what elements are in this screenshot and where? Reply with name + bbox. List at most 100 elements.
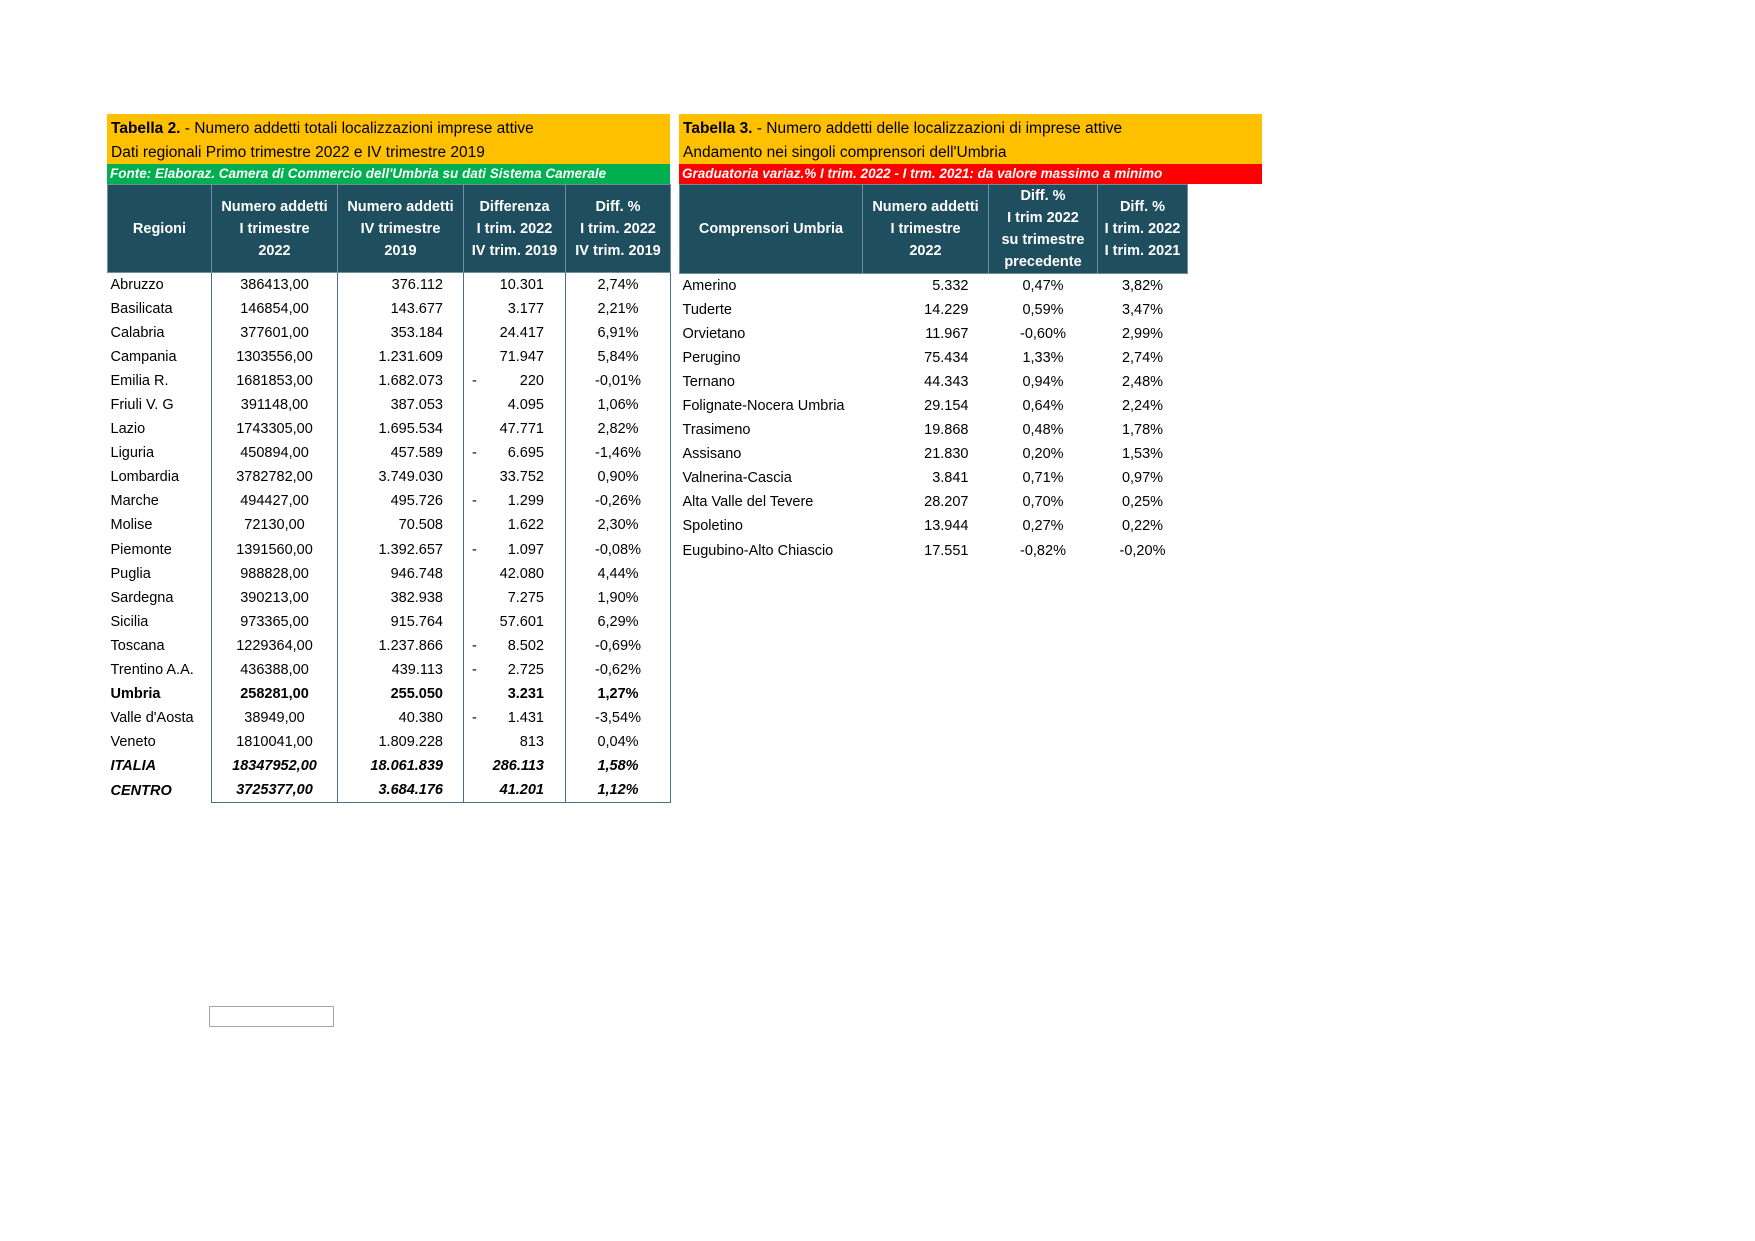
addetti-2019-cell: 1.392.657 [337, 537, 464, 562]
difference-cell: 42.080 [463, 561, 566, 586]
addetti-2019-cell: 1.231.609 [337, 344, 464, 369]
region-cell: Lombardia [107, 465, 212, 490]
difference-wrap: 57.601 [468, 614, 561, 630]
addetti-2019-cell: 255.050 [337, 682, 464, 707]
addetti-2019-cell: 495.726 [337, 489, 464, 514]
diff-percent-cell: -0,69% [565, 633, 671, 658]
addetti-2019-cell: 3.684.176 [337, 778, 464, 804]
table3-title-bold: Tabella 3. [683, 120, 753, 137]
table2-header-line: I trim. 2022 [580, 220, 656, 237]
table2-header-3: Differenza I trim. 2022 IV trim. 2019 [463, 184, 566, 273]
addetti-2022-cell: 38949,00 [211, 706, 338, 731]
table-row: Friuli V. G 391148,00 387.053 4.095 1,06% [107, 392, 671, 418]
difference-wrap: 1.622 [468, 517, 561, 533]
table2-header-line: IV trim. 2019 [471, 242, 558, 259]
comprensorio-cell: Ternano [682, 373, 735, 390]
difference-cell: 71.947 [463, 344, 566, 369]
region-cell: Umbria [107, 682, 212, 707]
difference-value: 42.080 [499, 565, 544, 582]
table2-title: Tabella 2. - Numero addetti totali local… [107, 114, 670, 142]
comprensorio-cell: Alta Valle del Tevere [682, 494, 814, 511]
difference-cell: - 1.299 [463, 489, 566, 514]
diff-percent-cell: -0,08% [565, 537, 671, 562]
diff-yoy-cell: 0,22% [1121, 518, 1164, 535]
difference-value: 33.752 [499, 469, 544, 486]
difference-wrap: - 8.502 [468, 638, 561, 654]
region-cell: Veneto [107, 730, 212, 755]
table2-header-line: IV trimestre [360, 220, 441, 237]
difference-cell: 3.177 [463, 296, 566, 321]
table-row: Veneto 1810041,00 1.809.228 813 0,04% [107, 730, 671, 755]
difference-wrap: - 2.725 [468, 662, 561, 678]
diff-percent-cell: 1,27% [565, 682, 671, 707]
addetti-2019-cell: 18.061.839 [337, 754, 464, 779]
diff-qoq-cell: -0,60% [1020, 325, 1066, 342]
table-row: Perugino 75.434 1,33% 2,74% [680, 346, 1188, 370]
difference-sign: - [472, 372, 477, 389]
addetti-2019-cell: 40.380 [337, 706, 464, 731]
table-row: ITALIA 18347952,00 18.061.839 286.113 1,58% [107, 754, 671, 779]
diff-yoy-cell: 3,82% [1121, 277, 1164, 294]
difference-wrap: 33.752 [468, 469, 561, 485]
table-row: Basilicata 146854,00 143.677 3.177 2,21% [107, 296, 671, 321]
region-cell: Emilia R. [107, 368, 212, 393]
diff-percent-cell: 2,21% [565, 296, 671, 321]
table3-header-line: I trim 2022 [1007, 210, 1079, 226]
diff-yoy-cell: 1,53% [1121, 446, 1164, 463]
table-row: Orvietano 11.967 -0,60% 2,99% [680, 322, 1188, 346]
region-cell: Calabria [107, 320, 212, 345]
table3: Comprensori Umbria Numero addetti I trimes… [679, 184, 1188, 563]
table2-header-2: Numero addetti IV trimestre 2019 [337, 184, 464, 273]
difference-sign: - [472, 662, 477, 679]
diff-yoy-cell: -0,20% [1119, 542, 1166, 559]
table2-header-line: Regioni [132, 220, 187, 237]
table2-subtitle: Dati regionali Primo trimestre 2022 e IV… [107, 142, 670, 164]
difference-value: 41.201 [499, 782, 544, 799]
difference-value: 1.097 [507, 541, 544, 558]
difference-value: 71.947 [499, 348, 544, 365]
table-row: Tuderte 14.229 0,59% 3,47% [680, 298, 1188, 322]
diff-percent-cell: 4,44% [565, 561, 671, 586]
diff-yoy-cell: 0,97% [1121, 470, 1164, 487]
table-row: Lazio 1743305,00 1.695.534 47.771 2,82% [107, 417, 671, 442]
table2-header-line: I trim. 2022 [476, 220, 553, 237]
addetti-2019-cell: 70.508 [337, 513, 464, 538]
addetti-2022-cell: 18347952,00 [211, 754, 338, 779]
table3-header-1: Numero addetti I trimestre 2022 [862, 184, 989, 274]
addetti-2022-cell: 988828,00 [211, 561, 338, 586]
table3-title-text: - Numero addetti delle localizzazioni di… [752, 120, 1123, 137]
table-row: Alta Valle del Tevere 28.207 0,70% 0,25% [680, 490, 1188, 514]
difference-value: 24.417 [499, 324, 544, 341]
comprensorio-cell: Assisano [682, 446, 742, 463]
addetti-cell: 21.830 [924, 446, 969, 463]
region-cell: Campania [107, 344, 212, 369]
region-cell: Sicilia [107, 609, 212, 634]
diff-percent-cell: 0,04% [565, 730, 671, 755]
table3-subtitle: Andamento nei singoli comprensori dell'U… [679, 142, 1262, 164]
addetti-2022-cell: 390213,00 [211, 585, 338, 610]
diff-percent-cell: 2,74% [565, 272, 671, 297]
comprensorio-cell: Trasimeno [682, 422, 751, 439]
difference-wrap: - 220 [468, 373, 561, 389]
diff-percent-cell: 1,12% [565, 778, 671, 804]
table2: Regioni Numero addetti I trimestre 2022 Nume… [107, 184, 671, 804]
addetti-2022-cell: 1810041,00 [211, 730, 338, 755]
diff-qoq-cell: 0,94% [1022, 373, 1064, 390]
comprensorio-cell: Orvietano [682, 325, 746, 342]
table-row: Valle d'Aosta 38949,00 40.380- 1.431 -3,54% [107, 706, 671, 731]
diff-qoq-cell: 0,71% [1022, 470, 1064, 487]
comprensorio-cell: Amerino [682, 277, 737, 294]
difference-value: 10.301 [499, 276, 544, 293]
addetti-cell: 75.434 [924, 349, 969, 366]
region-cell: CENTRO [107, 778, 212, 803]
diff-percent-cell: 1,90% [565, 585, 671, 610]
table-row: Liguria 450894,00 457.589- 6.695 -1,46% [107, 441, 671, 466]
diff-yoy-cell: 2,48% [1121, 373, 1164, 390]
difference-cell: - 2.725 [463, 658, 566, 683]
region-cell: Abruzzo [107, 272, 212, 297]
table-row: Sardegna 390213,00 382.938 7.275 1,90% [107, 585, 671, 610]
difference-cell: - 1.097 [463, 537, 566, 562]
addetti-cell: 28.207 [924, 494, 969, 511]
addetti-2022-cell: 1303556,00 [211, 344, 338, 369]
table3-header-line: Diff. % [1020, 188, 1066, 204]
